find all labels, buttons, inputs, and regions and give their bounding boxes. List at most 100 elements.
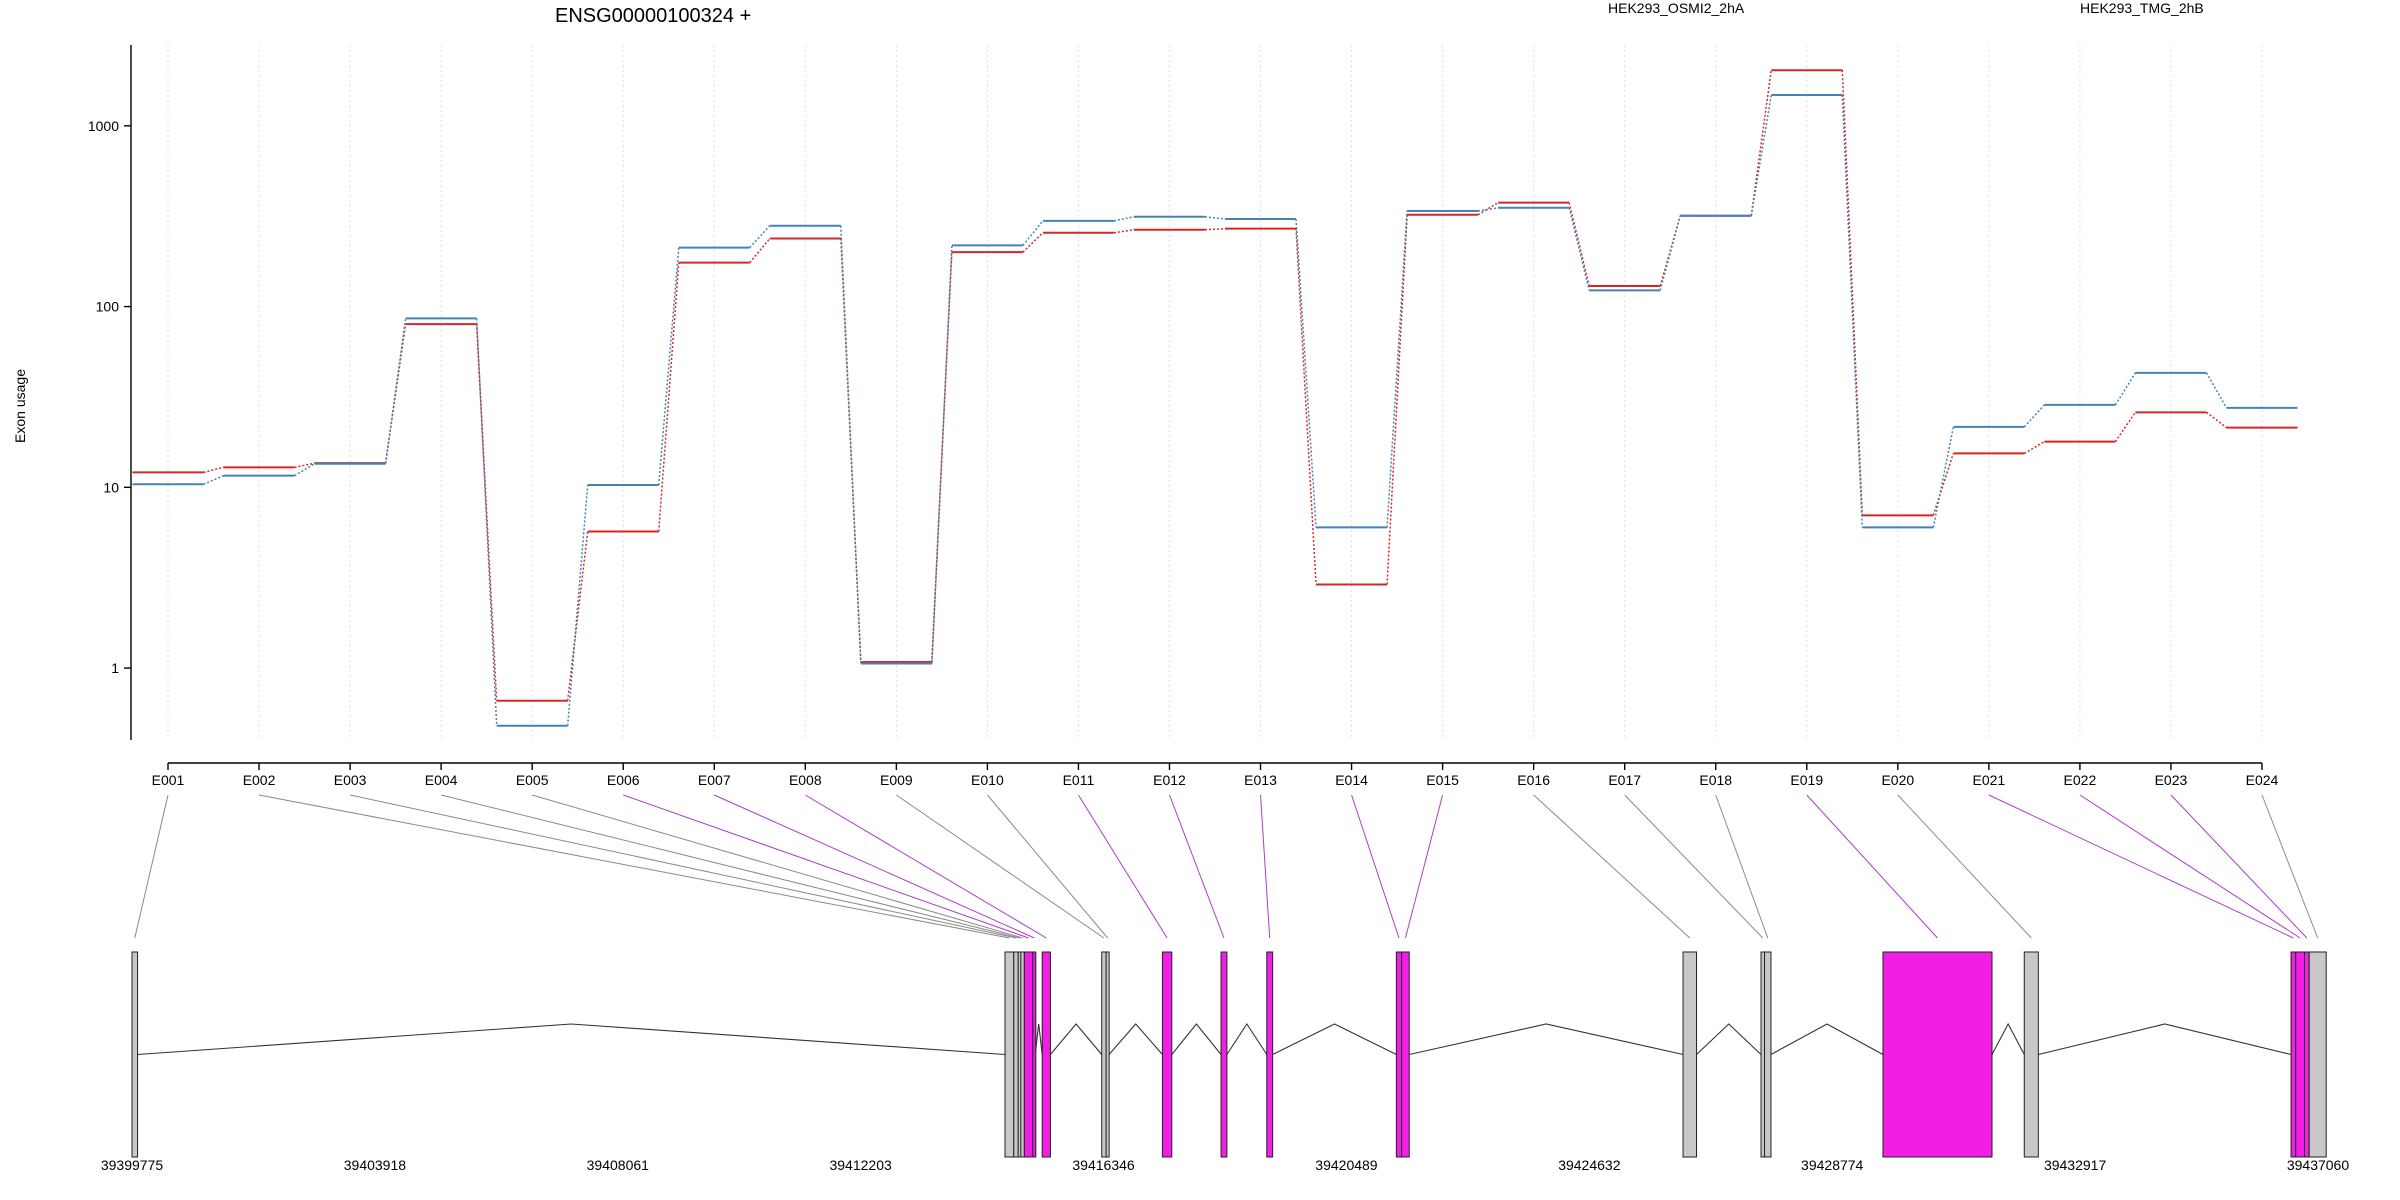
exon-E019 — [1882, 951, 1993, 1158]
series-lines — [132, 69, 2298, 727]
x-tick-label-E002: E002 — [243, 772, 276, 788]
link-line-E022 — [2079, 794, 2301, 939]
genomic-axis-label: 39416346 — [1072, 1157, 1135, 1173]
exon-link-lines — [134, 794, 2319, 939]
exon-E014 — [1395, 951, 1403, 1158]
series-connector — [203, 474, 224, 485]
series-connector — [2023, 440, 2045, 455]
link-line-E001 — [134, 794, 169, 939]
series-connector — [566, 484, 589, 726]
series-connector — [2206, 411, 2227, 429]
series-connector — [566, 531, 589, 701]
exon-E008 — [1041, 951, 1051, 1158]
link-line-E017 — [1624, 794, 1764, 939]
exon-E021 — [2290, 951, 2297, 1158]
series-connector — [749, 225, 771, 249]
y-tick-label: 100 — [96, 299, 120, 315]
x-tick-label-E014: E014 — [1335, 772, 1368, 788]
link-line-E009 — [896, 794, 1105, 939]
intron-line — [1171, 1023, 1222, 1055]
series-connector — [1841, 95, 1864, 528]
vertical-gridlines — [167, 45, 2263, 740]
x-tick-label-E023: E023 — [2155, 772, 2188, 788]
intron-line — [1226, 1022, 1268, 1055]
series-connector — [1386, 210, 1408, 528]
series-connector — [657, 262, 680, 532]
intron-line — [1272, 1023, 1397, 1055]
series-connector — [1750, 94, 1773, 216]
exon-E010 — [1105, 951, 1110, 1158]
exon-E022 — [2295, 951, 2306, 1158]
genomic-axis-label: 39428774 — [1801, 1157, 1864, 1173]
link-line-E013 — [1260, 794, 1271, 939]
series-connector — [1659, 215, 1681, 291]
series-connector — [1386, 214, 1408, 585]
gene-model: 39399775 39403918 39408061 39412203 39416346… — [101, 951, 2350, 1173]
intron-line — [1991, 1022, 2025, 1055]
exon-E002 — [1004, 951, 1015, 1158]
exon-E006 — [1023, 951, 1034, 1158]
genomic-axis-label: 39420489 — [1315, 1157, 1378, 1173]
intron-line — [1108, 1023, 1163, 1055]
genomic-axis-label: 39432917 — [2044, 1157, 2107, 1173]
series-connector — [1932, 426, 1955, 528]
link-line-E020 — [1897, 794, 2032, 939]
link-line-E002 — [258, 794, 1010, 939]
x-tick-label-E015: E015 — [1426, 772, 1459, 788]
link-line-E007 — [714, 794, 1035, 939]
series-connector — [2114, 372, 2137, 406]
link-line-E024 — [2261, 794, 2319, 939]
series-connector — [749, 238, 771, 264]
exon-E011 — [1161, 951, 1173, 1158]
series-connector — [1204, 216, 1226, 220]
y-tick-label: 1 — [111, 660, 119, 676]
link-line-E019 — [1806, 794, 1938, 939]
series-connector — [1568, 202, 1590, 287]
series-connector — [1022, 232, 1044, 253]
series-connector — [931, 245, 953, 664]
link-line-E011 — [1078, 794, 1168, 939]
y-tick-label: 10 — [103, 479, 119, 495]
x-tick-label-E013: E013 — [1244, 772, 1277, 788]
exon-E007 — [1032, 951, 1037, 1158]
genomic-axis-label: 39399775 — [101, 1157, 164, 1173]
series-connector — [1022, 220, 1044, 246]
link-line-E006 — [623, 794, 1029, 939]
genomic-axis-label: 39437060 — [2287, 1157, 2350, 1173]
exon-E024 — [2308, 951, 2327, 1158]
x-tick-label-E024: E024 — [2246, 772, 2279, 788]
x-tick-label-E012: E012 — [1153, 772, 1186, 788]
series-connector — [1113, 216, 1135, 222]
x-tick-label-E006: E006 — [607, 772, 640, 788]
series-connector — [931, 252, 953, 663]
link-line-E023 — [2170, 794, 2308, 939]
series-connector — [840, 225, 862, 664]
intron-line — [1409, 1023, 1684, 1056]
link-line-E008 — [805, 794, 1047, 939]
link-line-E012 — [1169, 794, 1225, 939]
link-line-E014 — [1351, 794, 1400, 939]
series-connector — [475, 318, 498, 726]
exon-E013 — [1266, 951, 1274, 1158]
x-tick-label-E005: E005 — [516, 772, 549, 788]
series-connector — [294, 463, 315, 477]
exon-E016 — [1682, 951, 1698, 1158]
link-line-E005 — [532, 794, 1023, 939]
x-tick-label-E004: E004 — [425, 772, 458, 788]
x-tick-label-E008: E008 — [789, 772, 822, 788]
intron-line — [1696, 1023, 1762, 1055]
intron-line — [2038, 1023, 2292, 1056]
series-connector — [203, 466, 224, 474]
series-connector — [1295, 218, 1317, 528]
x-tick-label-E007: E007 — [698, 772, 731, 788]
x-tick-label-E003: E003 — [334, 772, 367, 788]
series-connector — [1295, 228, 1317, 585]
series-1 — [132, 69, 2298, 702]
link-line-E004 — [441, 794, 1020, 939]
x-tick-label-E001: E001 — [152, 772, 185, 788]
x-tick-label-E021: E021 — [1973, 772, 2006, 788]
x-tick-label-E017: E017 — [1608, 772, 1641, 788]
series-connector — [657, 247, 680, 486]
x-tick-label-E019: E019 — [1790, 772, 1823, 788]
